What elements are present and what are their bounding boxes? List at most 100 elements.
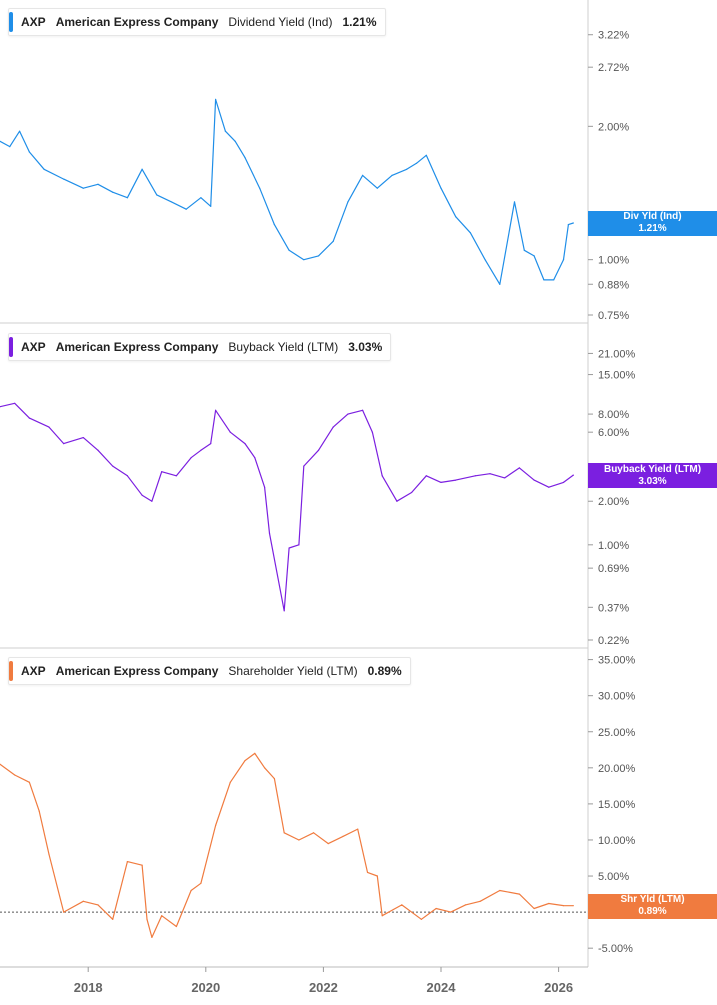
data-point	[224, 130, 226, 132]
y-tick-label: 0.88%	[598, 279, 629, 291]
data-point	[229, 431, 231, 433]
badge-label: Shr Yld (LTM)	[620, 894, 685, 906]
data-point	[112, 191, 114, 193]
data-point	[464, 904, 467, 906]
series-line-2	[0, 752, 574, 938]
legend-ticker: AXP	[21, 664, 46, 678]
data-point	[0, 763, 1, 765]
data-point	[425, 475, 427, 477]
data-point	[342, 835, 344, 837]
data-point	[210, 443, 212, 445]
data-point	[254, 457, 256, 459]
data-point	[141, 864, 143, 866]
data-point	[317, 255, 320, 257]
data-point	[396, 500, 398, 502]
y-tick-label: 0.22%	[598, 635, 629, 647]
data-point	[484, 259, 486, 261]
data-point	[48, 426, 50, 428]
data-point	[244, 156, 246, 159]
data-point	[499, 283, 501, 285]
data-point	[97, 183, 99, 185]
data-point	[411, 491, 413, 494]
data-point	[283, 832, 285, 834]
y-tick-label: -5.00%	[598, 943, 633, 955]
data-point	[175, 925, 177, 928]
legend-2: AXP American Express Company Shareholder Y…	[8, 657, 411, 685]
data-point	[455, 216, 457, 218]
data-point	[161, 915, 163, 917]
x-tick-label: 2026	[544, 980, 573, 995]
data-point	[543, 279, 545, 281]
y-tick-label: 15.00%	[598, 799, 636, 811]
data-point	[313, 832, 315, 834]
data-point	[415, 162, 418, 164]
y-tick-label: 8.00%	[598, 409, 629, 421]
data-point	[332, 240, 334, 242]
value-badge-2: Shr Yld (LTM) 0.89%	[588, 893, 717, 919]
data-point	[28, 417, 30, 419]
data-point	[362, 409, 364, 411]
data-point	[14, 774, 16, 776]
data-point	[63, 911, 65, 913]
data-point	[126, 475, 128, 477]
data-point	[357, 828, 359, 830]
data-point	[371, 431, 373, 433]
data-point	[146, 918, 148, 920]
legend-value: 3.03%	[348, 340, 383, 354]
data-point	[156, 194, 158, 196]
y-tick-label: 1.00%	[598, 255, 629, 267]
badge-label: Buyback Yield (LTM)	[603, 463, 702, 475]
data-point	[126, 861, 128, 863]
data-point	[533, 479, 535, 481]
data-point	[200, 197, 202, 199]
data-point	[450, 911, 452, 913]
data-point	[264, 767, 266, 769]
data-point	[141, 494, 143, 496]
badge-value: 1.21%	[638, 223, 667, 235]
y-tick-label: 10.00%	[598, 835, 636, 847]
legend-company: American Express Company	[55, 664, 219, 678]
legend-metric: Shareholder Yield (LTM)	[228, 664, 358, 678]
x-tick-label: 2022	[309, 980, 338, 995]
data-point	[303, 259, 305, 261]
data-point	[548, 486, 550, 488]
data-point	[401, 904, 403, 906]
data-point	[126, 197, 128, 199]
data-point	[200, 882, 202, 884]
data-point	[533, 907, 535, 910]
legend-ticker: AXP	[21, 340, 46, 354]
data-point	[161, 471, 163, 473]
data-point	[254, 752, 256, 754]
series-line-1	[0, 402, 574, 612]
data-point	[376, 187, 378, 189]
data-point	[562, 905, 565, 907]
legend-color-bar	[9, 337, 13, 357]
data-point	[200, 449, 202, 451]
y-tick-label: 2.00%	[598, 121, 629, 133]
legend-ticker: AXP	[21, 15, 46, 29]
data-point	[97, 904, 99, 906]
data-point	[264, 486, 266, 488]
data-point	[533, 255, 535, 257]
data-point	[112, 465, 114, 467]
data-point	[298, 544, 300, 546]
data-point	[567, 223, 570, 226]
data-point	[215, 409, 217, 411]
data-point	[572, 222, 574, 224]
data-point	[362, 174, 364, 176]
badge-value: 3.03%	[638, 475, 667, 487]
data-point	[97, 449, 99, 451]
data-point	[82, 437, 84, 439]
data-point	[406, 168, 408, 170]
data-point	[347, 201, 349, 203]
data-point	[572, 474, 574, 476]
data-point	[572, 905, 574, 907]
data-point	[273, 778, 275, 780]
data-point	[504, 477, 506, 479]
data-point	[479, 900, 481, 902]
y-tick-label: 25.00%	[598, 727, 636, 739]
data-point	[548, 902, 550, 905]
data-point	[562, 481, 565, 483]
legend-metric: Dividend Yield (Ind)	[228, 15, 333, 29]
